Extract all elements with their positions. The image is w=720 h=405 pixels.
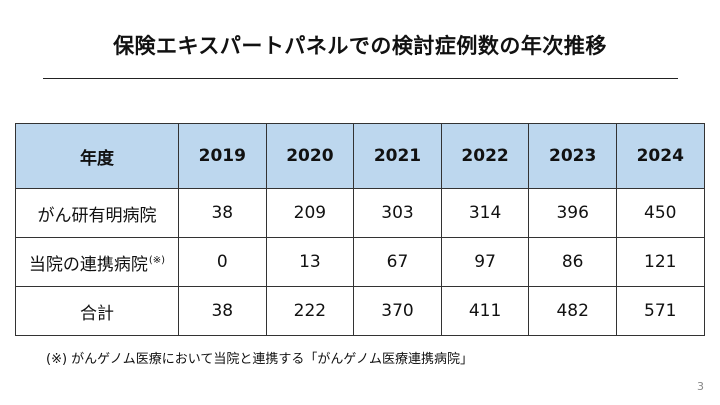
table-cell: 38 [178, 286, 267, 336]
slide-title: 保険エキスパートパネルでの検討症例数の年次推移 [113, 34, 607, 58]
row-label: 当院の連携病院(※) [15, 237, 179, 287]
table-cell: 121 [615, 237, 705, 287]
table-cell: 411 [440, 286, 530, 336]
table-row: がん研有明病院 38 209 303 314 396 450 [15, 188, 705, 238]
footnote: (※) がんゲノム医療において当院と連携する「がんゲノム医療連携病院」 [46, 352, 473, 367]
table-cell: 97 [440, 237, 530, 287]
header-cell-year: 2022 [440, 123, 530, 189]
case-count-table: 年度 2019 2020 2021 2022 2023 2024 がん研有明病院… [15, 123, 705, 336]
table-row: 当院の連携病院(※) 0 13 67 97 86 121 [15, 237, 705, 287]
table-cell: 67 [353, 237, 442, 287]
table-cell: 13 [265, 237, 355, 287]
table-header-row: 年度 2019 2020 2021 2022 2023 2024 [15, 123, 705, 189]
table-row-total: 合計 38 222 370 411 482 571 [15, 286, 705, 336]
header-cell-year: 2019 [178, 123, 267, 189]
page-number: 3 [697, 380, 704, 393]
table-cell: 86 [528, 237, 617, 287]
header-cell-year: 2021 [353, 123, 442, 189]
header-cell-year-label: 年度 [15, 123, 179, 189]
row-label-text: 当院の連携病院 [28, 254, 148, 275]
row-label-text: 合計 [80, 303, 114, 324]
table-cell: 209 [265, 188, 355, 238]
row-label: がん研有明病院 [15, 188, 179, 238]
table-cell: 0 [178, 237, 267, 287]
footnote-marker: (※) [148, 254, 166, 266]
header-cell-year: 2023 [528, 123, 617, 189]
table-cell: 303 [353, 188, 442, 238]
row-label-text: がん研有明病院 [37, 205, 157, 226]
title-divider [43, 78, 678, 79]
table-cell: 482 [528, 286, 617, 336]
table-cell: 571 [615, 286, 705, 336]
header-cell-year: 2020 [265, 123, 355, 189]
table-cell: 222 [265, 286, 355, 336]
header-cell-year: 2024 [615, 123, 705, 189]
table-cell: 450 [615, 188, 705, 238]
table-cell: 396 [528, 188, 617, 238]
table-cell: 370 [353, 286, 442, 336]
table-cell: 314 [440, 188, 530, 238]
table-cell: 38 [178, 188, 267, 238]
row-label: 合計 [15, 286, 179, 336]
